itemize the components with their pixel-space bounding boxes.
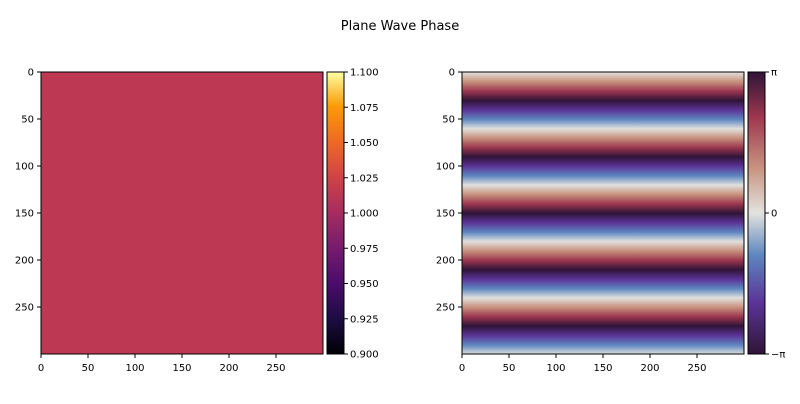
right-y-tick-label-1: 50 (442, 115, 455, 126)
left-colorbar-tick-label-4: 1.000 (350, 209, 379, 220)
chart-title: Plane Wave Phase (341, 19, 459, 34)
right-y-tick-label-3: 150 (436, 209, 455, 220)
right-y-ticks: 0 50 100 150 200 250 (436, 68, 462, 314)
right-heatmap-panel: 0 50 100 150 200 250 0 50 100 150 200 250 −π 0 π (436, 68, 786, 400)
left-x-tick-label-0: 0 (38, 363, 44, 374)
left-y-tick-label-4: 200 (15, 256, 34, 267)
left-x-ticks: 0 50 100 150 200 250 (38, 354, 286, 374)
right-x-tick-label-3: 150 (593, 363, 612, 374)
left-y-tick-label-2: 100 (15, 162, 34, 173)
right-x-tick-label-5: 250 (687, 363, 706, 374)
phase-period-band-1 (462, 128, 744, 186)
left-y-tick-label-0: 0 (28, 68, 34, 79)
phase-period-band-0 (462, 72, 744, 129)
left-colorbar-tick-label-6: 1.050 (350, 138, 379, 149)
left-colorbar-tick-label-5: 1.025 (350, 173, 379, 184)
left-colorbar-tick-label-2: 0.950 (350, 279, 379, 290)
right-colorbar-tick-label-2: π (771, 68, 777, 79)
left-colorbar-tick-label-0: 0.900 (350, 350, 379, 361)
phase-period-band-4 (462, 297, 744, 354)
right-y-tick-label-5: 250 (436, 303, 455, 314)
phase-period-band-2 (462, 184, 744, 242)
right-x-tick-label-0: 0 (459, 363, 465, 374)
right-y-tick-label-4: 200 (436, 256, 455, 267)
right-x-tick-label-2: 100 (546, 363, 565, 374)
amplitude-image (41, 72, 323, 354)
phase-period-band-3 (462, 241, 744, 299)
phase-period-band-5 (462, 354, 744, 400)
left-colorbar-tick-label-7: 1.075 (350, 103, 379, 114)
left-colorbar-tick-label-3: 0.975 (350, 244, 379, 255)
left-x-tick-label-3: 150 (172, 363, 191, 374)
right-x-tick-label-1: 50 (503, 363, 516, 374)
left-colorbar-tick-label-1: 0.925 (350, 314, 379, 325)
left-x-tick-label-1: 50 (82, 363, 95, 374)
right-x-ticks: 0 50 100 150 200 250 (459, 354, 707, 374)
left-y-tick-label-5: 250 (15, 303, 34, 314)
left-colorbar-tick-label-8: 1.100 (350, 68, 379, 79)
right-y-tick-label-2: 100 (436, 162, 455, 173)
right-y-tick-label-0: 0 (449, 68, 455, 79)
left-colorbar-ticks: 0.900 0.925 0.950 0.975 1.000 1.025 1.050 1.075… (344, 68, 379, 361)
right-colorbar-ticks: −π 0 π (765, 68, 785, 361)
left-x-tick-label-2: 100 (125, 363, 144, 374)
right-colorbar-tick-label-1: 0 (771, 209, 777, 220)
left-colorbar (326, 71, 345, 355)
right-x-tick-label-4: 200 (640, 363, 659, 374)
phase-image (462, 72, 744, 400)
right-colorbar (747, 71, 766, 355)
left-y-ticks: 0 50 100 150 200 250 (15, 68, 41, 314)
left-y-tick-label-1: 50 (21, 115, 34, 126)
right-colorbar-tick-label-0: −π (771, 350, 785, 361)
left-x-tick-label-5: 250 (266, 363, 285, 374)
left-y-tick-label-3: 150 (15, 209, 34, 220)
left-x-tick-label-4: 200 (219, 363, 238, 374)
